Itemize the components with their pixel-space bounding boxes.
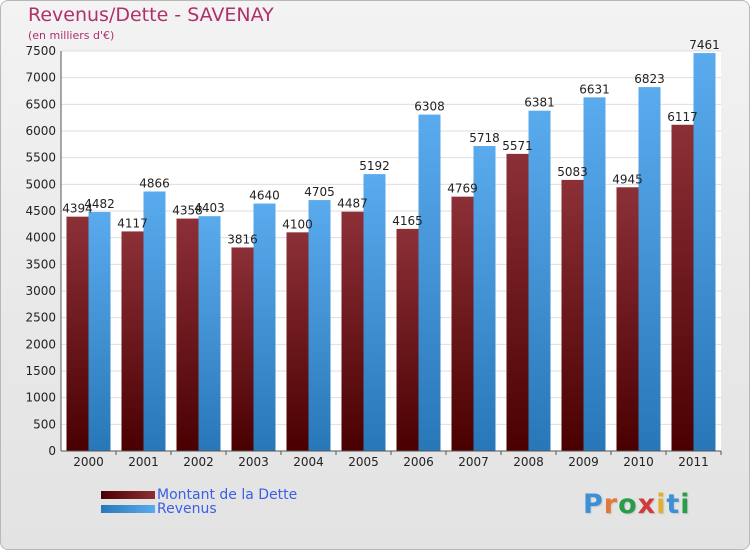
bar-debt: [176, 218, 199, 451]
y-tick-label: 7500: [25, 44, 56, 58]
logo-letter: t: [666, 489, 681, 520]
data-label-revenue: 4640: [249, 189, 280, 203]
y-tick-label: 1000: [25, 391, 56, 405]
bar-debt: [616, 187, 639, 451]
data-label-revenue: 6381: [524, 96, 555, 110]
data-label-debt: 4945: [612, 172, 643, 186]
logo-letter: i: [656, 489, 667, 520]
y-tick-label: 4000: [25, 231, 56, 245]
bar-revenue: [418, 114, 441, 451]
data-label-debt: 4100: [282, 217, 313, 231]
data-label-debt: 5083: [557, 165, 588, 179]
x-tick-label: 2003: [238, 455, 269, 469]
data-label-revenue: 5192: [359, 159, 390, 173]
y-tick-label: 0: [48, 444, 56, 458]
data-label-revenue: 4403: [194, 201, 225, 215]
data-label-debt: 5571: [502, 139, 533, 153]
legend-swatch-debt: [101, 491, 155, 499]
y-tick-label: 3500: [25, 257, 56, 271]
data-label-debt: 4358: [172, 204, 203, 218]
logo-letter: i: [680, 489, 691, 520]
data-label-revenue: 4482: [84, 197, 115, 211]
bar-debt: [231, 247, 254, 451]
bar-revenue: [363, 174, 386, 452]
y-tick-label: 7000: [25, 71, 56, 85]
bar-debt: [506, 153, 529, 451]
bar-debt: [396, 228, 419, 451]
x-tick-label: 2009: [568, 455, 599, 469]
x-tick-label: 2010: [623, 455, 654, 469]
data-label-debt: 4487: [337, 197, 368, 211]
y-tick-label: 2500: [25, 311, 56, 325]
x-tick-label: 2008: [513, 455, 544, 469]
bar-debt: [66, 216, 89, 451]
bar-debt: [286, 232, 309, 451]
bar-revenue: [143, 191, 166, 452]
bar-debt: [671, 124, 694, 451]
y-tick-label: 4500: [25, 204, 56, 218]
x-tick-label: 2000: [73, 455, 104, 469]
bar-revenue: [528, 110, 551, 452]
data-label-revenue: 4705: [304, 185, 335, 199]
logo-letter: x: [637, 489, 657, 520]
y-tick-label: 6500: [25, 97, 56, 111]
data-label-revenue: 6631: [579, 82, 610, 96]
bar-revenue: [583, 97, 606, 451]
x-tick-label: 2005: [348, 455, 379, 469]
bar-debt: [451, 196, 474, 451]
x-tick-label: 2007: [458, 455, 489, 469]
x-tick-label: 2002: [183, 455, 214, 469]
data-label-debt: 4117: [117, 216, 148, 230]
data-label-revenue: 5718: [469, 131, 500, 145]
data-label-revenue: 6823: [634, 72, 665, 86]
data-label-debt: 3816: [227, 232, 258, 246]
data-label-debt: 4769: [447, 182, 478, 196]
legend-label-debt: Montant de la Dette: [157, 487, 298, 503]
y-tick-label: 3000: [25, 284, 56, 298]
bar-revenue: [693, 53, 716, 452]
x-tick-label: 2006: [403, 455, 434, 469]
data-label-debt: 6117: [667, 110, 698, 124]
bar-revenue: [473, 146, 496, 452]
y-tick-label: 2000: [25, 337, 56, 351]
y-tick-label: 500: [33, 417, 56, 431]
y-tick-label: 6000: [25, 124, 56, 138]
bar-debt: [561, 179, 584, 451]
logo-letter: r: [603, 489, 619, 520]
x-tick-label: 2011: [678, 455, 709, 469]
bar-debt: [121, 231, 144, 451]
logo-letter: o: [618, 489, 638, 520]
data-label-debt: 4165: [392, 214, 423, 228]
chart-title: Revenus/Dette - SAVENAY: [28, 4, 274, 26]
plot-area: [61, 51, 721, 451]
proxiti-logo: Proxiti: [583, 489, 691, 520]
y-tick-label: 5500: [25, 151, 56, 165]
x-tick-label: 2004: [293, 455, 324, 469]
legend-item-revenue: Revenus: [101, 501, 217, 517]
data-label-revenue: 7461: [689, 38, 720, 52]
bar-revenue: [88, 211, 111, 451]
data-label-revenue: 4866: [139, 176, 170, 190]
bar-debt: [341, 211, 364, 451]
y-tick-label: 5000: [25, 177, 56, 191]
legend-item-debt: Montant de la Dette: [101, 487, 297, 503]
x-tick-label: 2001: [128, 455, 159, 469]
data-label-debt: 4394: [62, 202, 93, 216]
bar-revenue: [253, 203, 276, 451]
y-tick-label: 1500: [25, 364, 56, 378]
bar-revenue: [638, 87, 661, 452]
legend-label-revenue: Revenus: [157, 501, 217, 517]
chart-subtitle: (en milliers d'€): [28, 29, 115, 42]
legend-swatch-revenue: [101, 505, 155, 513]
logo-letter: P: [583, 489, 604, 520]
bar-revenue: [198, 216, 221, 451]
bar-revenue: [308, 200, 331, 451]
data-label-revenue: 6308: [414, 100, 445, 114]
